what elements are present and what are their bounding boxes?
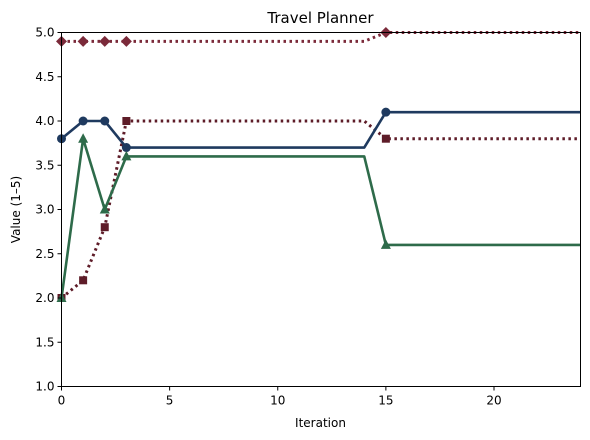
y-axis: 1.0 1.5 2.0 2.5 3.0 3.5 4.0 4.5 5.0 (35, 26, 62, 394)
x-tick-label: 20 (486, 394, 501, 408)
data-point (380, 239, 391, 249)
series-2 (57, 117, 581, 302)
series-3 (57, 107, 581, 153)
y-tick-label: 1.0 (35, 380, 54, 394)
data-point (121, 150, 132, 161)
y-axis-label: Value (1–5) (9, 176, 23, 243)
y-tick-label: 5.0 (35, 26, 54, 40)
y-tick-label: 2.5 (35, 247, 54, 261)
y-tick-label: 3.5 (35, 158, 54, 172)
series-1 (56, 27, 581, 47)
data-point (121, 143, 131, 153)
data-point (78, 133, 89, 143)
x-tick-label: 5 (166, 394, 174, 408)
data-point (99, 35, 111, 47)
data-point (79, 276, 88, 285)
data-point (381, 134, 390, 143)
data-point (100, 223, 109, 232)
x-axis-label: Iteration (295, 416, 346, 430)
data-point (99, 204, 110, 214)
y-tick-label: 2.0 (35, 291, 54, 305)
x-tick-label: 10 (270, 394, 285, 408)
series-line (60, 110, 581, 149)
x-tick-label: 15 (378, 394, 393, 408)
chart-title: Travel Planner (266, 9, 374, 27)
y-tick-label: 3.0 (35, 203, 54, 217)
x-tick-label: 0 (58, 394, 66, 408)
data-point (381, 107, 391, 117)
data-point (120, 35, 132, 47)
series-layer (56, 27, 581, 302)
series-line (61, 31, 581, 43)
series-4 (56, 133, 581, 302)
data-point (77, 35, 89, 47)
data-point (78, 116, 88, 126)
plot-frame (61, 32, 581, 387)
y-tick-label: 4.0 (35, 114, 54, 128)
series-line (60, 137, 581, 299)
data-point (122, 117, 131, 125)
x-axis: 0 5 10 15 20 (58, 386, 502, 408)
y-tick-label: 1.5 (35, 335, 54, 349)
y-tick-label: 4.5 (35, 70, 54, 84)
data-point (100, 116, 110, 126)
